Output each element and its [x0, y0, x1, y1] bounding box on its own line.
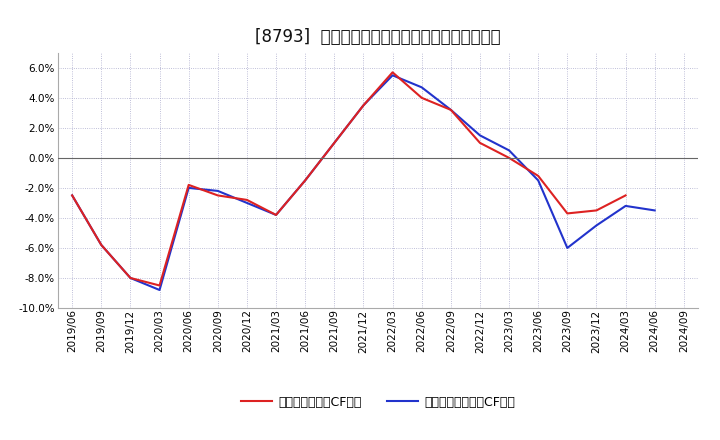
有利子負債フリーCF比率 [650, 208, 659, 213]
有利子負債営業CF比率 [213, 193, 222, 198]
有利子負債フリーCF比率 [126, 275, 135, 281]
有利子負債フリーCF比率 [68, 193, 76, 198]
有利子負債フリーCF比率 [330, 140, 338, 146]
有利子負債営業CF比率 [156, 283, 164, 288]
有利子負債営業CF比率 [621, 193, 630, 198]
有利子負債フリーCF比率 [243, 200, 251, 205]
有利子負債営業CF比率 [563, 211, 572, 216]
有利子負債営業CF比率 [97, 242, 106, 248]
有利子負債フリーCF比率 [156, 287, 164, 293]
有利子負債営業CF比率 [534, 173, 543, 179]
有利子負債フリーCF比率 [388, 73, 397, 78]
有利子負債営業CF比率 [476, 140, 485, 146]
有利子負債営業CF比率 [330, 140, 338, 146]
有利子負債営業CF比率 [446, 107, 455, 113]
有利子負債営業CF比率 [592, 208, 600, 213]
有利子負債フリーCF比率 [359, 103, 368, 108]
有利子負債フリーCF比率 [97, 242, 106, 248]
有利子負債営業CF比率 [388, 70, 397, 75]
有利子負債営業CF比率 [301, 178, 310, 183]
有利子負債営業CF比率 [126, 275, 135, 281]
有利子負債フリーCF比率 [446, 107, 455, 113]
有利子負債フリーCF比率 [271, 212, 280, 217]
Legend: 有利子負債営業CF比率, 有利子負債フリーCF比率: 有利子負債営業CF比率, 有利子負債フリーCF比率 [236, 391, 520, 414]
有利子負債営業CF比率 [184, 182, 193, 187]
Title: [8793]  有利子負債キャッシュフロー比率の推移: [8793] 有利子負債キャッシュフロー比率の推移 [255, 28, 501, 46]
Line: 有利子負債営業CF比率: 有利子負債営業CF比率 [72, 72, 626, 286]
有利子負債営業CF比率 [359, 103, 368, 108]
有利子負債営業CF比率 [68, 193, 76, 198]
有利子負債営業CF比率 [418, 95, 426, 100]
有利子負債営業CF比率 [243, 197, 251, 202]
有利子負債フリーCF比率 [505, 148, 513, 153]
有利子負債フリーCF比率 [418, 84, 426, 90]
有利子負債フリーCF比率 [213, 188, 222, 194]
有利子負債営業CF比率 [271, 212, 280, 217]
有利子負債フリーCF比率 [301, 178, 310, 183]
Line: 有利子負債フリーCF比率: 有利子負債フリーCF比率 [72, 75, 654, 290]
有利子負債フリーCF比率 [534, 178, 543, 183]
有利子負債フリーCF比率 [621, 203, 630, 209]
有利子負債フリーCF比率 [476, 133, 485, 138]
有利子負債フリーCF比率 [563, 246, 572, 251]
有利子負債フリーCF比率 [592, 223, 600, 228]
有利子負債フリーCF比率 [184, 185, 193, 191]
有利子負債営業CF比率 [505, 155, 513, 161]
